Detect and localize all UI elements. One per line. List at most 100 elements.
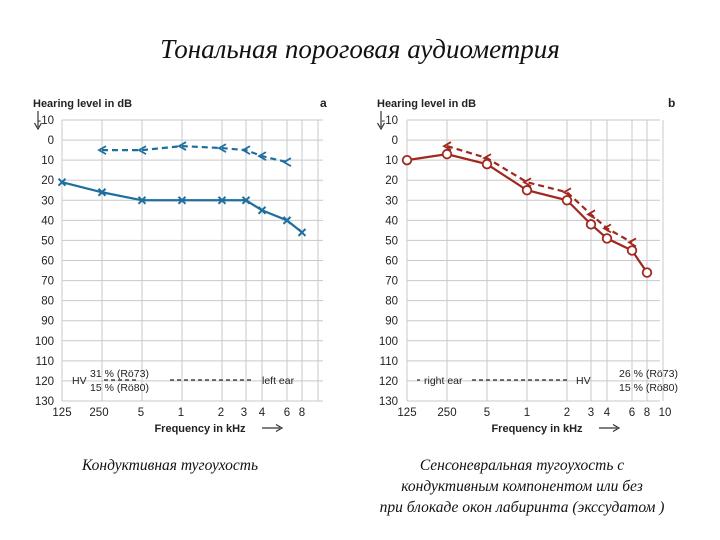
data-point-circle-marker	[521, 185, 533, 196]
x-tick-label: 6	[284, 407, 290, 419]
y-tick-label: 80	[385, 296, 398, 308]
y-tick-label: 60	[385, 256, 398, 268]
y-tick-label: 40	[385, 215, 398, 227]
data-point-arrow-marker	[257, 151, 267, 161]
x-tick-label: 5	[484, 407, 490, 419]
x-tick-label: 8	[644, 407, 650, 419]
x-tick-label: 250	[89, 407, 108, 419]
x-tick-label: 8	[299, 407, 305, 419]
data-point-arrow-marker	[627, 237, 637, 248]
data-point-x-marker	[257, 206, 267, 215]
annotation-ear: left ear	[262, 375, 295, 387]
data-point-arrow-marker	[522, 177, 532, 188]
data-point-circle-marker	[641, 267, 653, 278]
y-tick-label: 0	[48, 135, 54, 147]
y-tick-label: 60	[41, 256, 54, 268]
data-point-arrow-marker	[217, 143, 227, 153]
annotation-hv: HV	[576, 375, 591, 387]
data-point-arrow-marker	[562, 187, 572, 198]
x-axis-arrow-head	[275, 423, 284, 433]
x-tick-label: 2	[218, 407, 224, 419]
y-tick-label: 10	[41, 155, 54, 167]
caption-line: Сенсоневральная тугоухость с	[419, 457, 625, 474]
y-tick-label: 10	[385, 155, 398, 167]
y-tick-label: 100	[35, 336, 54, 348]
data-point-x-marker	[57, 178, 67, 187]
x-tick-label: 1	[178, 407, 184, 419]
data-point-x-marker	[241, 196, 251, 205]
y-tick-label: 50	[385, 235, 398, 247]
x-axis-title: Frequency in kHz	[491, 423, 583, 435]
data-point-circle-marker	[401, 154, 413, 166]
y-tick-label: 70	[41, 276, 54, 288]
y-tick-label: 130	[379, 396, 398, 408]
annotation-percent-rö80: 15 % (Rö80)	[619, 382, 678, 394]
data-point-circle-marker	[481, 158, 493, 170]
annotation-ear: right ear	[424, 375, 463, 387]
data-point-circle-marker	[601, 233, 613, 244]
y-tick-label: 30	[41, 195, 54, 207]
data-point-arrow-marker	[586, 209, 596, 220]
annotation-percent-rö80: 15 % (Rö80)	[90, 382, 149, 394]
caption-sensorineural: Сенсоневральная тугоухость с кондуктивны…	[352, 455, 692, 518]
y-tick-label: 120	[35, 376, 54, 388]
data-point-x-marker	[217, 196, 227, 205]
y-tick-label: 120	[379, 376, 398, 388]
data-point-arrow-marker	[137, 145, 147, 155]
y-tick-label: 30	[385, 195, 398, 207]
data-point-arrow-marker	[602, 223, 612, 234]
x-tick-label: 125	[52, 407, 71, 419]
y-tick-label: 110	[380, 356, 398, 368]
caption-conductive: Кондуктивная тугоухость	[40, 455, 300, 476]
data-point-arrow-marker	[241, 145, 251, 155]
x-tick-label: 125	[397, 407, 416, 419]
series-line-bone-conduction	[102, 144, 288, 164]
x-tick-label: 2	[564, 407, 570, 419]
x-tick-label: 3	[588, 407, 594, 419]
data-point-arrow-marker	[97, 145, 107, 155]
annotation-percent-rö73: 31 % (Rö73)	[90, 368, 149, 380]
data-point-x-marker	[282, 216, 292, 225]
caption-line: Кондуктивная тугоухость	[81, 457, 259, 474]
y-axis-arrow-head	[376, 122, 386, 131]
data-point-arrow-marker	[177, 141, 187, 151]
slide-title: Тональная пороговая аудиометрия	[160, 34, 560, 64]
data-point-x-marker	[97, 188, 107, 197]
y-tick-label: -10	[381, 115, 398, 127]
y-tick-label: 20	[385, 175, 398, 187]
y-axis-title: Hearing level in dB	[377, 98, 476, 110]
y-tick-label: 80	[41, 296, 54, 308]
y-axis-arrow-head	[33, 122, 43, 131]
y-tick-label: 110	[36, 356, 54, 368]
data-point-circle-marker	[561, 195, 573, 206]
y-tick-label: 0	[392, 135, 398, 147]
data-point-circle-marker	[626, 245, 638, 256]
x-tick-label: 6	[629, 407, 635, 419]
y-tick-label: 130	[35, 396, 54, 408]
annotation-hv: HV	[72, 375, 87, 387]
y-tick-label: 90	[385, 316, 398, 328]
series-line-bone-conduction	[446, 145, 633, 244]
data-point-circle-marker	[441, 148, 453, 160]
caption-line: кондуктивным компонентом или без	[401, 478, 643, 495]
panel-label: a	[320, 96, 327, 110]
data-point-x-marker	[177, 196, 187, 205]
data-point-arrow-marker	[442, 141, 452, 151]
data-point-x-marker	[297, 228, 307, 237]
x-tick-label: 10	[659, 407, 672, 419]
data-point-arrow-marker	[282, 157, 292, 167]
x-axis-title: Frequency in kHz	[154, 423, 246, 435]
data-point-x-marker	[137, 196, 147, 205]
y-tick-label: 20	[41, 175, 54, 187]
caption-line: при блокаде окон лабиринта (экссудатом )	[379, 499, 665, 516]
y-tick-label: 50	[41, 235, 54, 247]
x-tick-label: 1	[524, 407, 530, 419]
x-tick-label: 3	[241, 407, 247, 419]
y-axis-title: Hearing level in dB	[33, 98, 132, 110]
x-tick-label: 4	[259, 407, 266, 419]
x-tick-label: 250	[437, 407, 456, 419]
annotation-percent-rö73: 26 % (Rö73)	[619, 368, 678, 380]
panel-label: b	[668, 96, 675, 110]
